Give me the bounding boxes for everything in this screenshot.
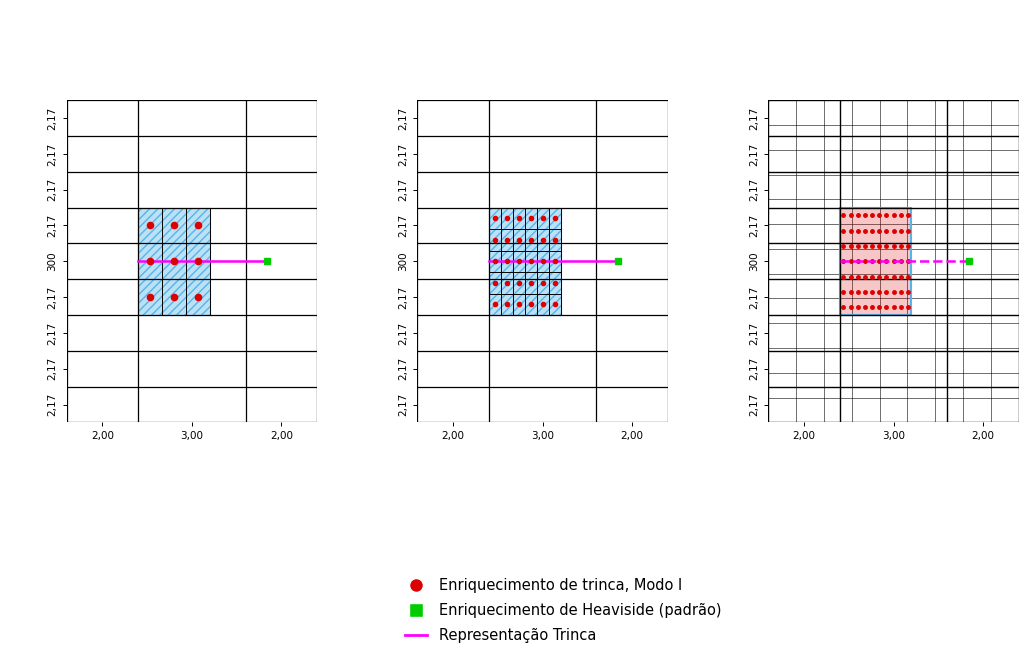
Bar bbox=[840, 208, 911, 315]
Bar bbox=[489, 208, 560, 315]
Bar bbox=[489, 208, 560, 315]
Legend: Enriquecimento de trinca, Modo I, Enriquecimento de Heaviside (padrão), Represen: Enriquecimento de trinca, Modo I, Enriqu… bbox=[399, 572, 727, 649]
Bar bbox=[138, 208, 210, 315]
Bar bbox=[138, 208, 210, 315]
Bar bbox=[840, 208, 911, 315]
